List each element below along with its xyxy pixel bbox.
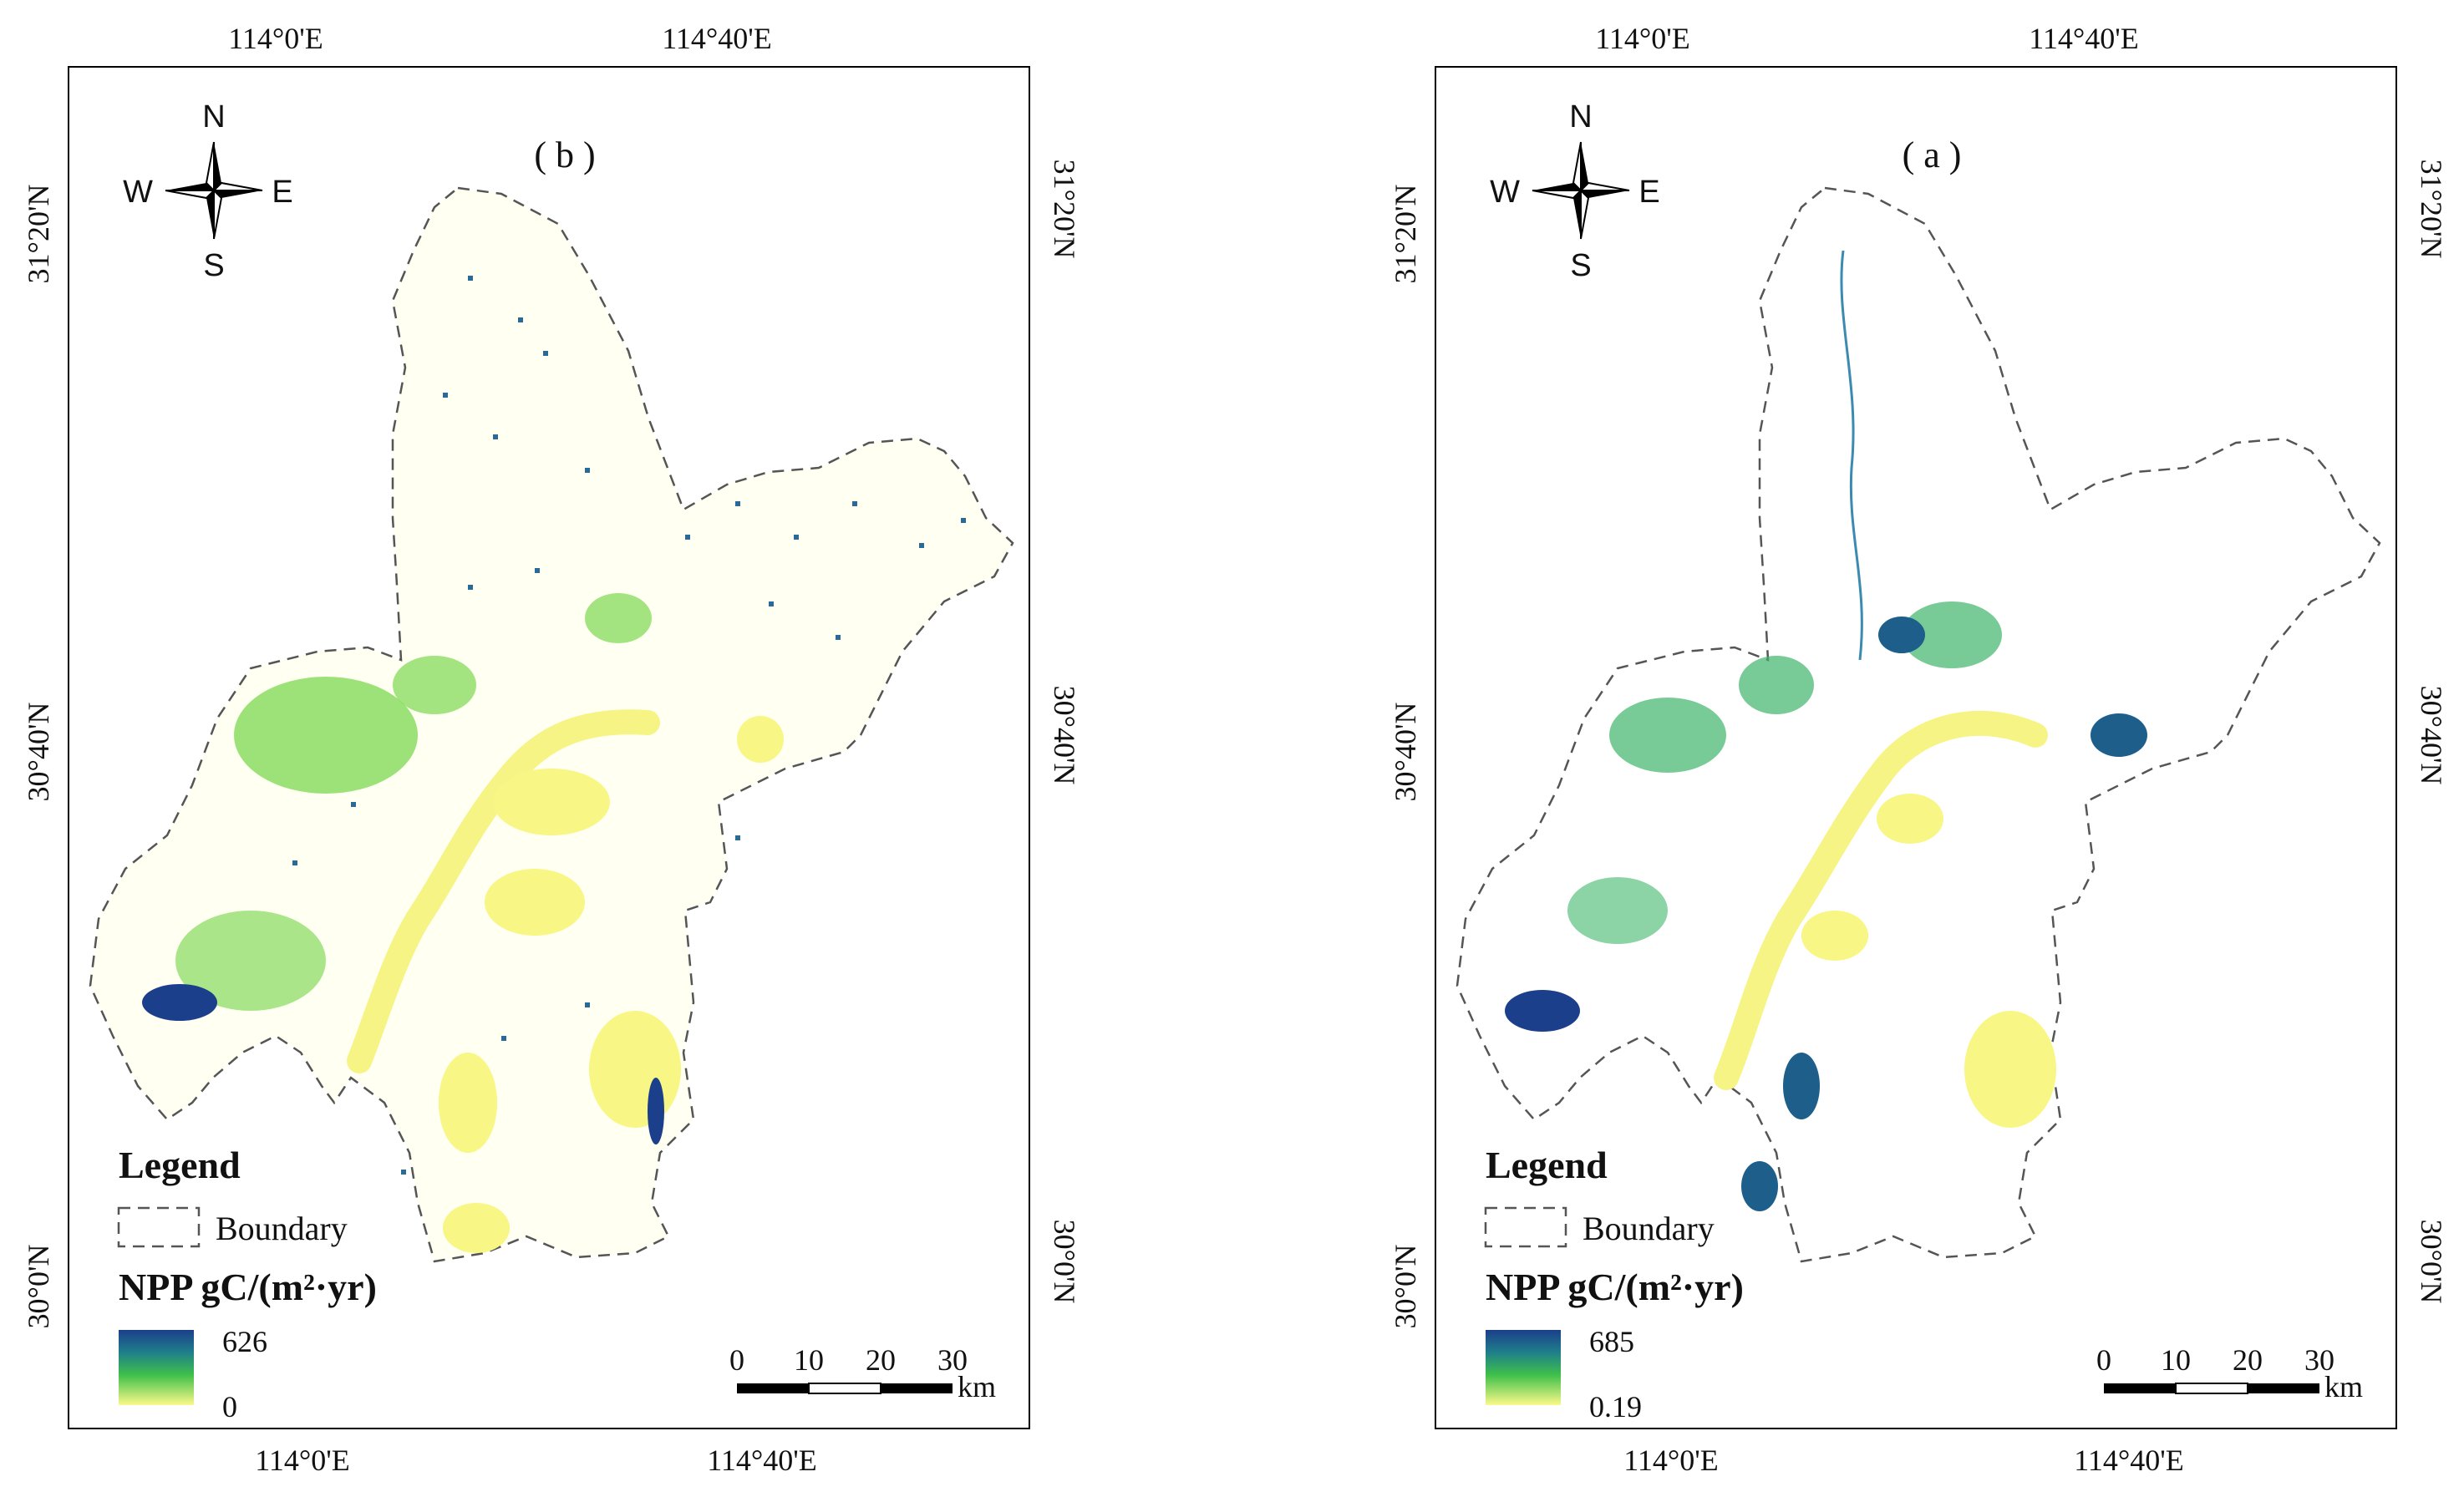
north-arrow-icon [165,141,263,240]
npp-color-ramp [1486,1330,1561,1405]
river [1714,710,2048,1090]
compass-n: N [202,99,225,134]
lon-tick-bottom-2: 114°40'E [707,1444,817,1477]
npp-min-value: 0 [222,1390,237,1423]
lat-tick-left-3: 30°0'N [1389,1245,1422,1329]
panel-label: ( b ) [534,134,595,175]
map-panel-b: 114°0'E 114°40'E 114°0'E 114°40'E 31°20'… [22,22,1081,1477]
mid-npp-area [1609,698,1726,773]
mid-npp-area [1902,601,2002,668]
npp-raster-region [89,186,1014,1263]
npp-color-ramp [119,1330,194,1405]
lat-tick-right-3: 30°0'N [1048,1220,1081,1304]
low-npp-area [443,1203,510,1253]
stream [1840,250,1863,661]
panel-label: ( a ) [1903,134,1962,175]
mid-npp-area [1567,877,1668,944]
lat-tick-left-3: 30°0'N [22,1245,55,1329]
lat-tick-left-2: 30°40'N [1389,703,1422,802]
lon-tick-top-2: 114°40'E [2029,22,2139,55]
high-npp-area [1741,1161,1778,1211]
low-npp-area [589,1011,681,1128]
scale-tick: 20 [866,1343,896,1377]
boundary-swatch [117,1206,201,1248]
low-npp-area [493,769,610,835]
lon-tick-bottom-2: 114°40'E [2074,1444,2184,1477]
npp-label: NPP gC/(m²·yr) [119,1266,377,1308]
boundary-swatch [1484,1206,1567,1248]
scale-tick: 10 [2161,1343,2191,1377]
study-area-shape [1456,186,2381,1263]
lat-tick-right-2: 30°40'N [2415,686,2448,785]
boundary-label: Boundary [1583,1210,1715,1247]
lat-tick-left-2: 30°40'N [22,703,55,802]
lon-tick-top-1: 114°0'E [228,22,323,55]
npp-max-value: 626 [222,1325,267,1358]
high-npp-area [1783,1053,1820,1119]
legend-title: Legend [1486,1144,1608,1186]
npp-max-value: 685 [1589,1325,1634,1358]
compass-n: N [1569,99,1592,134]
high-npp-area [648,1078,664,1144]
low-npp-area [1801,911,1868,961]
map-panel-a: 114°0'E 114°40'E 114°0'E 114°40'E 31°20'… [1389,22,2448,1477]
npp-raster-region [1456,186,2381,1263]
lat-tick-left-1: 31°20'N [22,185,55,284]
study-area-shape [89,186,1014,1263]
compass-w: W [1490,175,1520,210]
scale-tick: 0 [2096,1343,2111,1377]
npp-min-value: 0.19 [1589,1390,1642,1423]
low-npp-area [439,1053,497,1153]
scale-tick: 30 [937,1343,968,1377]
high-npp-area [1878,617,1925,653]
high-npp-area [2091,713,2147,757]
lat-tick-right-3: 30°0'N [2415,1220,2448,1304]
scale-bar: 0 10 20 30 km [2096,1343,2363,1403]
legend-title: Legend [119,1144,241,1186]
lon-tick-top-2: 114°40'E [662,22,772,55]
lon-tick-top-1: 114°0'E [1595,22,1690,55]
lat-tick-right-1: 31°20'N [2415,160,2448,259]
boundary-label: Boundary [216,1210,348,1247]
npp-label: NPP gC/(m²·yr) [1486,1266,1744,1308]
scale-tick: 10 [794,1343,824,1377]
mid-npp-area [585,593,652,643]
compass-e: E [1638,175,1659,210]
mid-npp-area [234,677,418,794]
low-npp-area [1964,1011,2056,1128]
lat-tick-left-1: 31°20'N [1389,185,1422,284]
scale-tick: 30 [2304,1343,2334,1377]
north-arrow-icon [1532,141,1630,240]
high-npp-area [1505,990,1580,1032]
scale-tick: 0 [729,1343,744,1377]
compass-s: S [1570,248,1591,283]
lat-tick-right-2: 30°40'N [1048,686,1081,785]
low-npp-area [1877,794,1943,844]
scattered-pixels [292,276,966,1175]
scale-tick: 20 [2233,1343,2263,1377]
scale-bar: 0 10 20 30 km [729,1343,996,1403]
compass-s: S [203,248,224,283]
scale-unit: km [958,1370,996,1403]
lon-tick-bottom-1: 114°0'E [255,1444,350,1477]
high-npp-area [142,984,217,1021]
river [347,709,660,1073]
mid-npp-area [393,656,476,714]
mid-npp-area [175,911,326,1011]
lat-tick-right-1: 31°20'N [1048,160,1081,259]
mid-npp-area [1739,656,1814,714]
scale-unit: km [2324,1370,2363,1403]
compass-w: W [123,175,153,210]
compass-e: E [272,175,292,210]
low-npp-area [485,869,585,936]
lon-tick-bottom-1: 114°0'E [1623,1444,1719,1477]
low-npp-area [737,716,784,763]
